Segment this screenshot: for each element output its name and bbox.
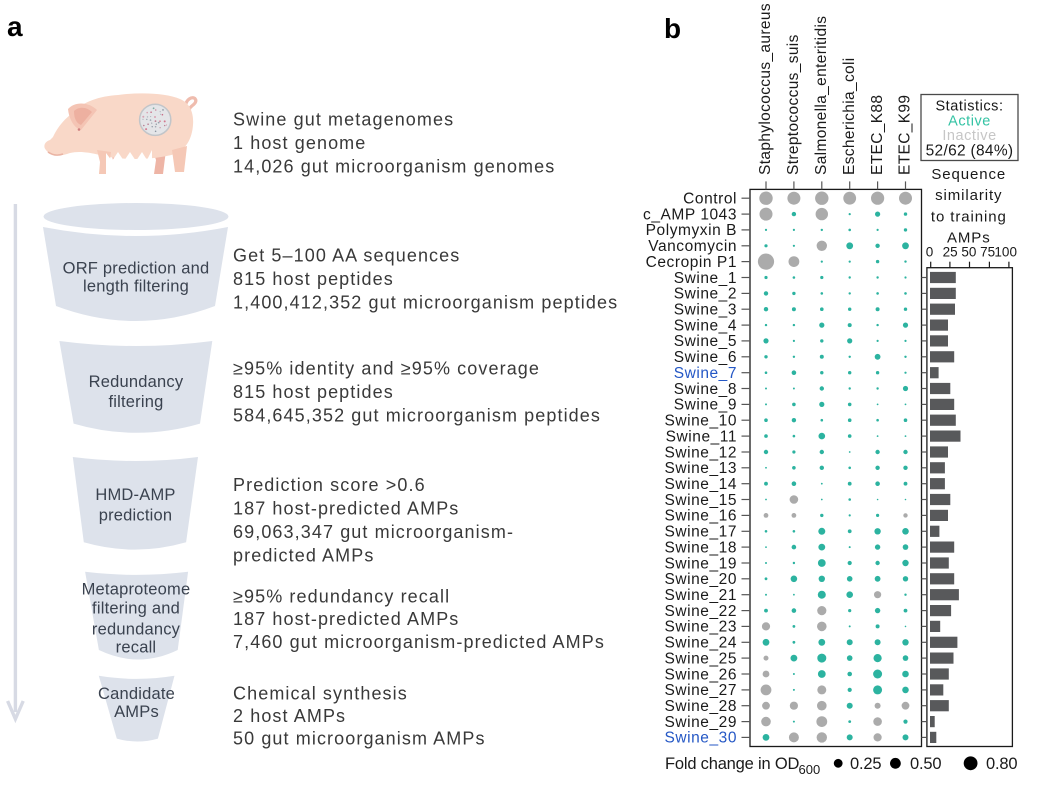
svg-text:Salmonella_enteritidis: Salmonella_enteritidis: [813, 16, 830, 175]
svg-text:69,063,347 gut microorganism-: 69,063,347 gut microorganism-: [233, 522, 514, 542]
svg-text:Prediction score >0.6: Prediction score >0.6: [233, 475, 426, 495]
svg-text:Swine_11: Swine_11: [666, 428, 737, 445]
svg-text:Swine_28: Swine_28: [665, 698, 737, 715]
svg-text:Swine_5: Swine_5: [674, 333, 737, 350]
svg-text:ORF prediction and: ORF prediction and: [63, 260, 210, 278]
svg-text:Swine_1: Swine_1: [674, 270, 737, 287]
svg-text:Swine_2: Swine_2: [674, 286, 737, 303]
svg-text:Vancomycin: Vancomycin: [648, 238, 737, 255]
svg-text:1,400,412,352 gut microorganis: 1,400,412,352 gut microorganism peptides: [233, 292, 618, 312]
svg-text:0.50: 0.50: [910, 755, 941, 773]
svg-text:c_AMP 1043: c_AMP 1043: [643, 206, 737, 223]
svg-text:2 host AMPs: 2 host AMPs: [233, 706, 346, 726]
svg-text:Swine_29: Swine_29: [665, 714, 737, 731]
svg-text:Swine_6: Swine_6: [674, 349, 737, 366]
svg-text:Polymyxin B: Polymyxin B: [646, 222, 737, 239]
svg-text:Sequence: Sequence: [931, 166, 1006, 183]
svg-text:Swine_8: Swine_8: [674, 381, 737, 398]
svg-text:Redundancy: Redundancy: [89, 373, 184, 391]
svg-text:ETEC_K88: ETEC_K88: [869, 95, 886, 175]
svg-text:Swine_7: Swine_7: [674, 365, 737, 382]
svg-text:815 host peptides: 815 host peptides: [233, 269, 394, 289]
svg-text:1 host genome: 1 host genome: [233, 133, 366, 153]
svg-text:filtering and: filtering and: [92, 600, 180, 618]
svg-text:≥95% identity and ≥95% coverag: ≥95% identity and ≥95% coverage: [233, 358, 540, 378]
svg-text:187 host-predicted AMPs: 187 host-predicted AMPs: [233, 609, 459, 629]
svg-text:Swine_14: Swine_14: [665, 476, 737, 493]
svg-text:584,645,352 gut microorganism: 584,645,352 gut microorganism peptides: [233, 406, 601, 426]
svg-text:Inactive: Inactive: [942, 128, 996, 144]
svg-text:Swine_26: Swine_26: [665, 666, 737, 683]
svg-text:Streptococcus_suis: Streptococcus_suis: [785, 34, 802, 175]
svg-text:Swine_20: Swine_20: [665, 571, 737, 588]
svg-text:≥95% redundancy recall: ≥95% redundancy recall: [233, 586, 450, 606]
svg-text:Staphylococcus_aureus: Staphylococcus_aureus: [757, 3, 774, 175]
svg-text:ETEC_K99: ETEC_K99: [897, 95, 914, 175]
svg-text:25: 25: [943, 245, 958, 260]
svg-text:0.80: 0.80: [986, 755, 1017, 773]
svg-text:recall: recall: [116, 639, 157, 657]
svg-text:Swine_27: Swine_27: [665, 682, 737, 699]
svg-text:52/62 (84%): 52/62 (84%): [926, 143, 1014, 160]
svg-text:Swine_19: Swine_19: [665, 555, 737, 572]
svg-text:Statistics:: Statistics:: [935, 99, 1003, 115]
svg-text:Get 5–100 AA sequences: Get 5–100 AA sequences: [233, 246, 460, 266]
svg-text:Metaproteome: Metaproteome: [82, 581, 191, 599]
svg-text:Fold change in OD: Fold change in OD: [665, 755, 799, 773]
svg-text:14,026 gut microorganism genom: 14,026 gut microorganism genomes: [233, 156, 555, 176]
svg-text:filtering: filtering: [109, 393, 164, 411]
svg-text:Swine_24: Swine_24: [665, 635, 737, 652]
svg-text:100: 100: [994, 245, 1017, 260]
svg-text:redundancy: redundancy: [92, 620, 181, 638]
svg-text:b: b: [664, 13, 681, 44]
svg-text:50: 50: [961, 245, 976, 260]
svg-text:predicted AMPs: predicted AMPs: [233, 545, 374, 565]
svg-text:815 host peptides: 815 host peptides: [233, 382, 394, 402]
svg-text:187 host-predicted AMPs: 187 host-predicted AMPs: [233, 498, 459, 518]
svg-text:AMPs: AMPs: [947, 229, 991, 246]
svg-text:Swine_9: Swine_9: [674, 397, 737, 414]
svg-text:Swine_25: Swine_25: [665, 650, 737, 667]
svg-text:Candidate: Candidate: [98, 685, 175, 703]
svg-text:Cecropin P1: Cecropin P1: [646, 254, 737, 271]
svg-text:Active: Active: [948, 114, 991, 130]
svg-text:50 gut microorganism AMPs: 50 gut microorganism AMPs: [233, 729, 486, 749]
svg-text:a: a: [7, 11, 23, 42]
svg-text:Swine_12: Swine_12: [665, 444, 737, 461]
svg-text:600: 600: [799, 762, 821, 777]
svg-text:Swine gut metagenomes: Swine gut metagenomes: [233, 110, 454, 130]
svg-text:75: 75: [980, 245, 995, 260]
svg-text:Swine_16: Swine_16: [665, 508, 737, 525]
svg-text:Swine_13: Swine_13: [665, 460, 737, 477]
svg-text:0.25: 0.25: [850, 755, 881, 773]
svg-text:Swine_4: Swine_4: [674, 317, 737, 334]
svg-text:Swine_30: Swine_30: [665, 730, 737, 747]
svg-text:0: 0: [926, 245, 934, 260]
svg-text:Chemical synthesis: Chemical synthesis: [233, 683, 408, 703]
svg-text:to training: to training: [931, 208, 1007, 225]
svg-text:7,460 gut microorganism-predic: 7,460 gut microorganism-predicted AMPs: [233, 632, 605, 652]
svg-text:HMD-AMP: HMD-AMP: [95, 486, 175, 504]
svg-text:similarity: similarity: [935, 187, 1002, 204]
svg-text:Swine_15: Swine_15: [665, 492, 737, 509]
svg-text:Swine_18: Swine_18: [665, 539, 737, 556]
svg-text:AMPs: AMPs: [114, 703, 159, 721]
svg-text:Control: Control: [683, 191, 737, 208]
svg-text:length filtering: length filtering: [83, 278, 189, 296]
svg-text:Swine_10: Swine_10: [665, 413, 737, 430]
svg-text:Swine_22: Swine_22: [665, 603, 737, 620]
svg-text:Escherichia_coli: Escherichia_coli: [841, 57, 858, 175]
svg-text:Swine_17: Swine_17: [665, 524, 737, 541]
svg-text:prediction: prediction: [99, 506, 173, 524]
svg-text:Swine_3: Swine_3: [674, 302, 737, 319]
svg-text:Swine_23: Swine_23: [665, 619, 737, 636]
svg-text:Swine_21: Swine_21: [665, 587, 737, 604]
